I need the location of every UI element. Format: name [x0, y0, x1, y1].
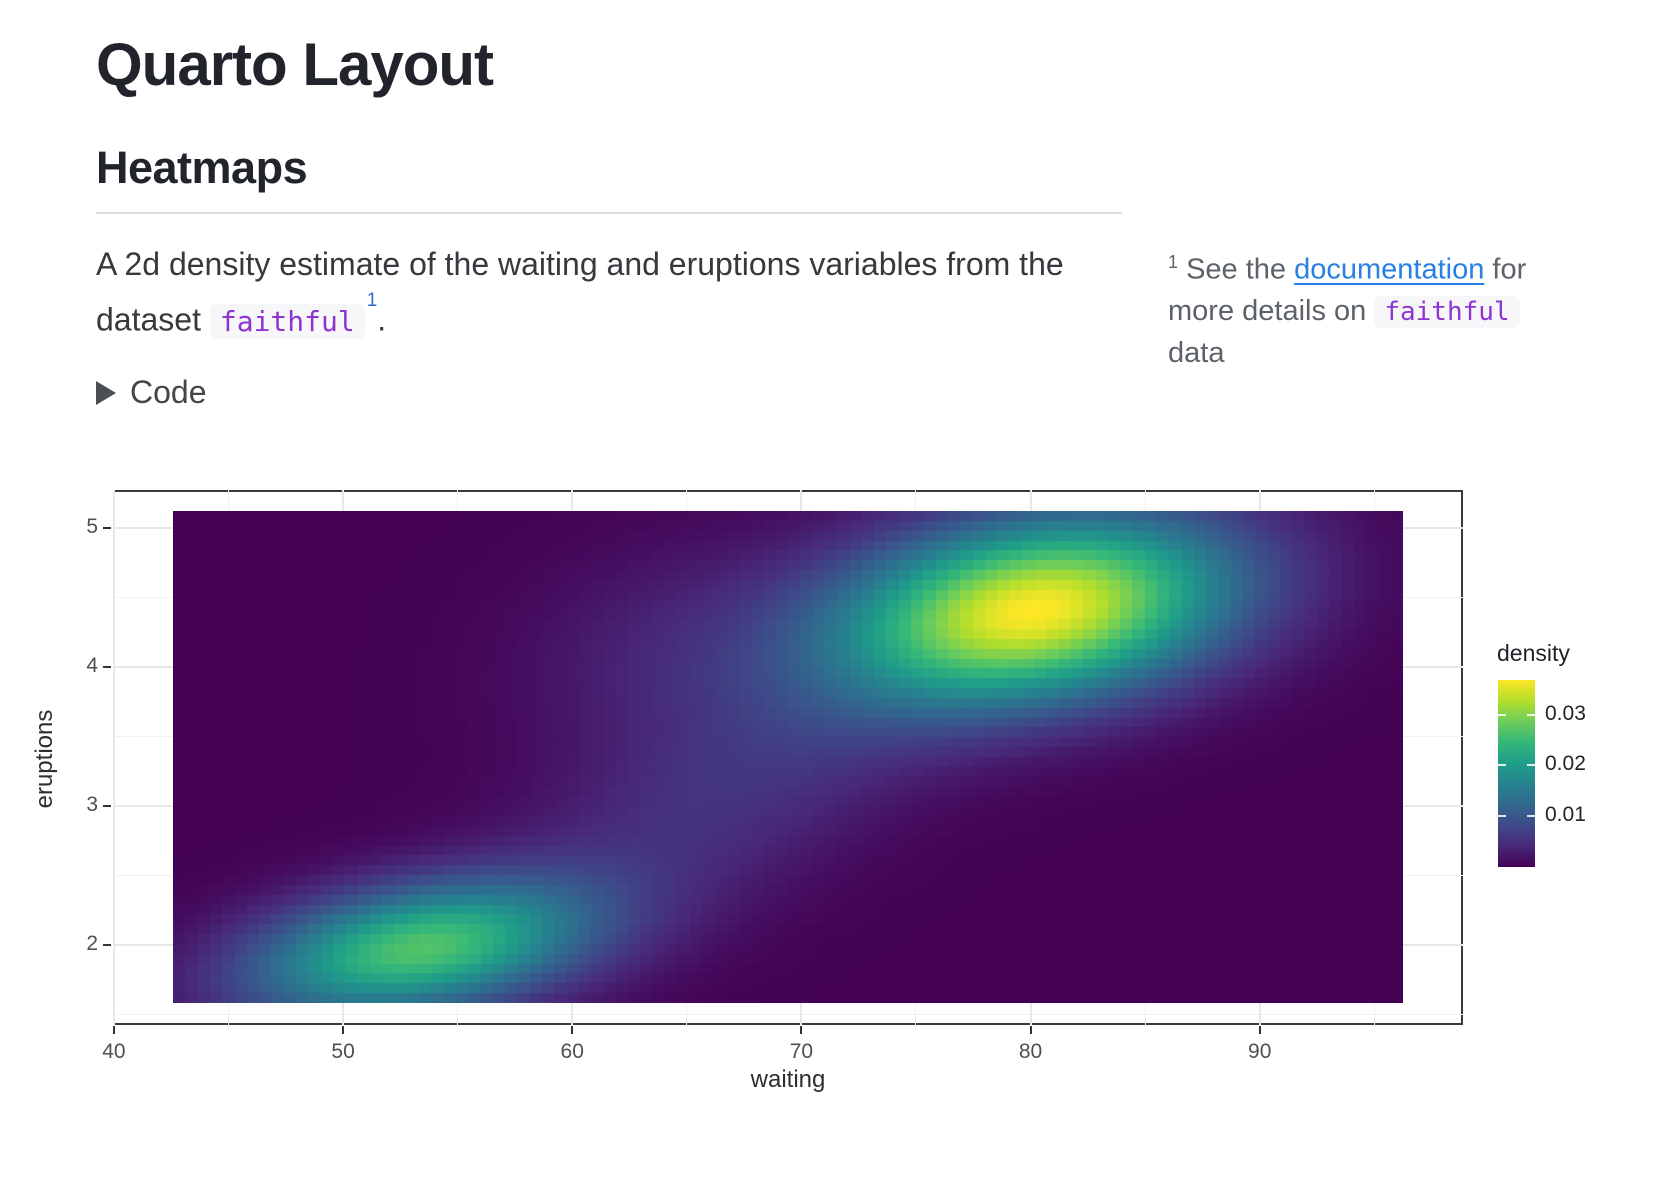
x-axis-tick-mark	[112, 1026, 115, 1034]
code-toggle-label: Code	[130, 374, 207, 410]
page-title: Quarto Layout	[96, 31, 494, 98]
x-axis-tick-mark	[571, 1026, 574, 1034]
legend-tick-dash-left	[1498, 764, 1506, 767]
margin-footnote-number: 1	[1168, 252, 1179, 272]
code-disclosure-toggle[interactable]: Code	[96, 374, 207, 411]
legend-tick-dash-right	[1527, 815, 1535, 818]
y-axis-title: eruptions	[31, 709, 58, 809]
margin-note-text-1: See the	[1178, 253, 1295, 286]
margin-footnote: 1 See the documentation for more details…	[1168, 242, 1528, 374]
x-axis-tick-mark	[1029, 1026, 1032, 1034]
margin-note-text-3: data	[1168, 336, 1225, 369]
x-axis-title: waiting	[750, 1066, 826, 1093]
intro-text: A 2d density estimate of the waiting and…	[96, 246, 1064, 338]
x-axis-tick-mark	[1258, 1026, 1261, 1034]
x-axis-tick-mark	[342, 1026, 345, 1034]
legend-title: density	[1497, 640, 1570, 666]
x-axis-tick-mark	[800, 1026, 803, 1034]
y-axis-tick-mark	[103, 943, 111, 946]
legend-tick-dash-left	[1498, 815, 1506, 818]
section-divider	[96, 212, 1122, 214]
y-axis-tick-label: 5	[86, 514, 98, 538]
legend-tick-dash-right	[1527, 764, 1535, 767]
y-axis-tick-mark	[103, 804, 111, 807]
legend-tick-label: 0.01	[1545, 803, 1586, 827]
x-axis-tick-label: 90	[1248, 1040, 1272, 1063]
y-axis-tick-mark	[103, 665, 111, 668]
legend-colorbar	[1498, 680, 1535, 867]
legend-tick-dash-left	[1498, 713, 1506, 716]
legend-tick-label: 0.02	[1545, 752, 1586, 776]
x-axis-tick-label: 60	[560, 1040, 584, 1063]
y-axis-tick-label: 2	[86, 931, 98, 955]
minor-gridline-h	[113, 1013, 1463, 1015]
section-heading: Heatmaps	[96, 142, 308, 193]
x-axis-tick-label: 40	[102, 1040, 126, 1063]
legend-tick-dash-right	[1527, 713, 1535, 716]
y-axis-tick-label: 3	[86, 792, 98, 816]
legend-tick-label: 0.03	[1545, 701, 1586, 725]
margin-note-text-2: for more details on	[1168, 253, 1527, 327]
y-axis-tick-label: 4	[86, 653, 98, 677]
documentation-link[interactable]: documentation	[1294, 253, 1485, 286]
y-axis-tick-mark	[103, 526, 111, 529]
x-axis-tick-label: 70	[789, 1040, 814, 1063]
inline-code-faithful: faithful	[209, 303, 365, 339]
inline-code-faithful-note: faithful	[1374, 295, 1520, 328]
triangle-right-icon	[96, 380, 116, 405]
intro-text-suffix: .	[377, 301, 387, 338]
x-axis-tick-label: 50	[331, 1040, 355, 1063]
major-gridline-v	[112, 490, 115, 1025]
footnote-ref-link[interactable]: 1	[366, 290, 378, 311]
density-heatmap-raster	[173, 511, 1403, 1003]
x-axis-tick-label: 80	[1018, 1040, 1043, 1063]
intro-paragraph: A 2d density estimate of the waiting and…	[96, 240, 1116, 346]
